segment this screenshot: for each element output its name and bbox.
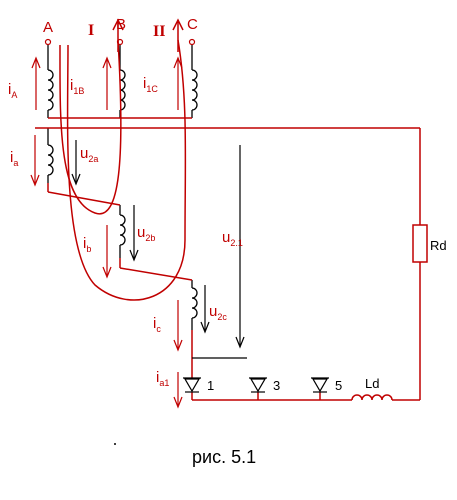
primary-winding-c: [191, 45, 198, 118]
label-u2c: u2c: [209, 303, 227, 322]
label-u2a: u2a: [80, 145, 98, 164]
terminal-a: [44, 38, 52, 46]
terminal-a-label: A: [43, 19, 53, 36]
choke-inductor: [351, 394, 393, 401]
wiring: [35, 127, 421, 401]
primary-winding-a: [47, 45, 54, 118]
secondary-winding-b: [119, 205, 126, 258]
stray-dot: [114, 443, 116, 445]
label-ia1: ia1: [156, 369, 169, 388]
choke-label: Ld: [365, 376, 379, 391]
label-u21: u2.1: [222, 229, 243, 248]
label-ia: ia: [10, 149, 18, 168]
label-ib: ib: [83, 235, 91, 254]
current-label-1: I: [88, 22, 94, 39]
label-i1C: i1C: [143, 75, 158, 94]
label-ic: ic: [153, 315, 161, 334]
terminal-c: [188, 38, 196, 46]
diode-5-label: 5: [335, 378, 342, 393]
flux-loop-inner: [59, 39, 122, 215]
label-i1B: i1B: [70, 77, 84, 96]
label-u2b: u2b: [137, 224, 155, 243]
diode-1: [183, 377, 201, 393]
diode-3: [249, 377, 267, 393]
figure-caption: рис. 5.1: [192, 447, 256, 467]
arrows: [30, 56, 183, 409]
diode-1-label: 1: [207, 378, 214, 393]
voltage-arrows: [71, 140, 247, 359]
diode-5: [311, 377, 329, 393]
flux-loop-outer: [66, 39, 187, 301]
current-label-2: II: [153, 23, 165, 40]
diode-3-label: 3: [273, 378, 280, 393]
terminal-c-label: C: [187, 16, 198, 33]
load-resistor: [412, 224, 428, 263]
secondary-winding-a: [47, 128, 54, 183]
current-arrow-2-head: [172, 18, 184, 31]
load-resistor-label: Rd: [430, 238, 447, 253]
current-arrow-1-head: [112, 18, 124, 31]
secondary-winding-c: [191, 280, 198, 330]
label-iA: iA: [8, 81, 17, 100]
